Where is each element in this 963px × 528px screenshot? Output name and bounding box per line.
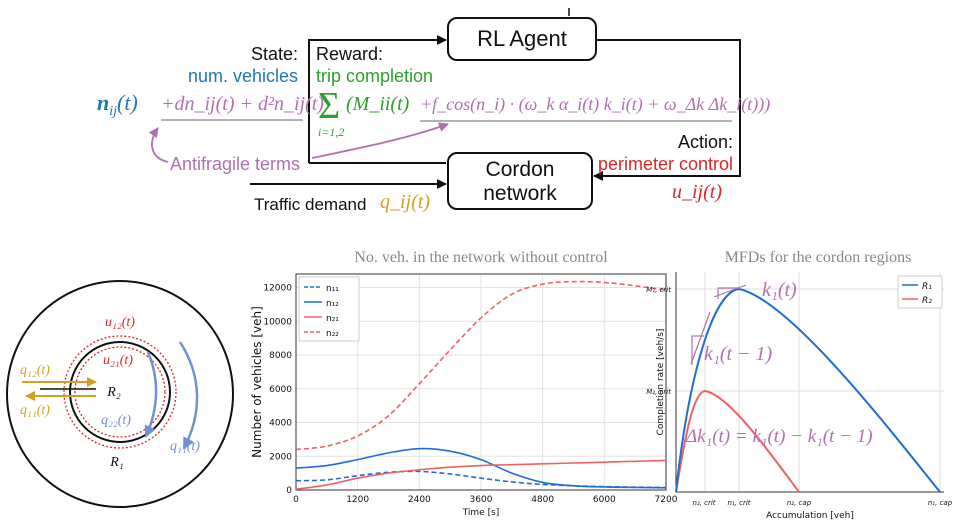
r1-label: R₁ — [109, 455, 123, 470]
mfd-legend-r1: R₁ — [922, 282, 932, 292]
action-label: Action: — [678, 132, 733, 152]
tangent-k1t — [713, 284, 747, 298]
antifragile-arrow-right — [311, 122, 449, 159]
antifragile-terms-label: Antifragile terms — [170, 154, 300, 174]
cordon-network-box — [447, 152, 593, 210]
tangent-k1t1 — [690, 311, 711, 365]
chart1-ytick: 2000 — [269, 452, 292, 462]
state-n: n — [97, 90, 109, 115]
chart2-title: MFDs for the cordon regions — [725, 249, 912, 266]
reward-cos-term: +f_cos(n_i) · (ω_k α_i(t) k_i(t) + ω_Δk … — [420, 94, 770, 115]
q22-flow-arrow — [144, 351, 158, 438]
reward-sum-term: (M_ii(t) — [346, 93, 410, 115]
trip-completion-label: trip completion — [316, 66, 433, 86]
chart1-series — [295, 280, 667, 490]
vehicles-chart: No. veh. in the network without control … — [250, 249, 678, 518]
state-variable: nij(t) — [97, 90, 138, 119]
state-arg: (t) — [117, 90, 138, 115]
cordon-dotted-inner — [74, 346, 166, 438]
chart1-xlabel: Time [s] — [462, 508, 500, 518]
cordon-network-label-1: Cordon — [486, 158, 555, 181]
action-loop-arrow — [593, 39, 741, 181]
chart1-series-0 — [295, 470, 667, 489]
mfd-ylabel: Completion rate [veh/s] — [656, 329, 666, 436]
legend-n12: n₁₂ — [326, 299, 339, 309]
mfd-legend-r2: R₂ — [922, 296, 932, 306]
chart1-xtick: 7200 — [655, 495, 678, 505]
chart1-xtick: 6000 — [593, 495, 616, 505]
chart1-ytick: 10000 — [263, 317, 292, 327]
q22-label: q₂₂(t) — [101, 413, 131, 428]
mfd-curve-r1 — [675, 287, 941, 493]
control-variable: u_ij(t) — [672, 181, 722, 203]
chart1-ytick: 6000 — [269, 385, 292, 395]
traffic-demand-label: Traffic demand — [254, 195, 366, 214]
chart1-series-1 — [295, 447, 667, 489]
legend-n21: n₂₁ — [326, 314, 339, 324]
chart1-series-3 — [295, 280, 667, 451]
mfd-legend: R₁ R₂ — [897, 275, 943, 309]
mfd-ytick-m2: M₂, crit — [646, 388, 671, 396]
state-label: State: — [251, 44, 298, 64]
mfd-xtick-n1crit: n₁, crit — [727, 499, 750, 507]
sum-index: i=1,2 — [318, 125, 344, 139]
perimeter-control-label: perimeter control — [598, 154, 733, 174]
mfd-chart: MFDs for the cordon regions k₁(t) k₁(t −… — [646, 249, 952, 521]
sum-symbol: Σ — [318, 85, 340, 127]
chart1-legend-box — [298, 276, 360, 342]
k1t1-label: k₁(t − 1) — [704, 343, 773, 365]
chart1-xtick: 4800 — [531, 495, 554, 505]
chart1-xtick: 2400 — [408, 495, 431, 505]
slope-box-k1t1 — [691, 335, 704, 365]
mfd-legend-box — [897, 275, 943, 309]
chart1-ylabel: Number of vehicles [veh] — [250, 306, 264, 458]
mfd-xtick-n2crit: n₂, crit — [692, 499, 715, 507]
q12-label: q₁₂(t) — [20, 363, 50, 378]
num-vehicles-label: num. vehicles — [188, 66, 298, 86]
antifragile-arrow-left — [148, 127, 169, 163]
antifragile-state-terms: +dn_ij(t) + d²n_ij(t) — [161, 93, 324, 115]
chart1-xtick: 1200 — [346, 495, 369, 505]
state-sub: ij — [109, 104, 117, 119]
mfd-xtick-n2cap: n₂, cap — [787, 499, 812, 507]
chart1-ytick: 4000 — [269, 419, 292, 429]
rl-control-diagram: RL Agent Cordon network State: num. vehi… — [97, 8, 770, 214]
slope-box-k1t — [717, 287, 740, 299]
chart1-series-2 — [295, 459, 667, 490]
chart1-ticks: 0 1200 2400 3600 4800 6000 7200 0 2000 4000 6000 80… — [263, 284, 677, 506]
mfd-xlabel: Accumulation [veh] — [766, 511, 854, 521]
q11-flow-arrow — [178, 341, 199, 450]
state-to-agent-arrow — [308, 35, 447, 163]
chart1-ytick: 0 — [286, 486, 292, 496]
chart1-xtick: 0 — [293, 495, 299, 505]
outer-region-boundary — [6, 280, 234, 508]
u21-label: u₂₁(t) — [103, 353, 133, 368]
k1t-label: k₁(t) — [762, 279, 797, 301]
r2-label: R₂ — [106, 385, 121, 400]
u12-label: u₁₂(t) — [105, 315, 135, 330]
chart1-ytick: 8000 — [269, 351, 292, 361]
mfd-ytick-m1: M₁, crit — [646, 286, 671, 294]
reward-label: Reward: — [316, 44, 383, 64]
chart1-frame — [295, 273, 667, 491]
delta-k-label: Δk₁(t) = k₁(t) − k₁(t − 1) — [685, 426, 873, 447]
cordon-network-label-2: network — [483, 182, 557, 205]
chart1-ytick: 12000 — [263, 284, 292, 294]
legend-n11: n₁₁ — [326, 284, 339, 294]
cordon-map: u₁₂(t) u₂₁(t) q₁₂(t) q₁₁(t) R₂ q₂₂(t) q₁… — [6, 280, 234, 508]
mfd-curve-r2 — [675, 389, 800, 493]
cordon-boundary — [69, 341, 171, 443]
demand-variable: q_ij(t) — [380, 191, 430, 213]
chart1-title: No. veh. in the network without control — [354, 249, 608, 266]
rl-agent-label: RL Agent — [477, 26, 567, 51]
cordon-dotted-outer — [63, 335, 177, 449]
chart1-xtick: 3600 — [470, 495, 493, 505]
mfd-xtick-n1cap: n₁, cap — [928, 499, 953, 507]
legend-n22: n₂₂ — [326, 329, 339, 339]
q11-left-label: q₁₁(t) — [20, 403, 50, 418]
q11-right-label: q₁₁(t) — [170, 439, 200, 454]
chart1-legend: n₁₁ n₁₂ n₂₁ n₂₂ — [298, 276, 360, 342]
